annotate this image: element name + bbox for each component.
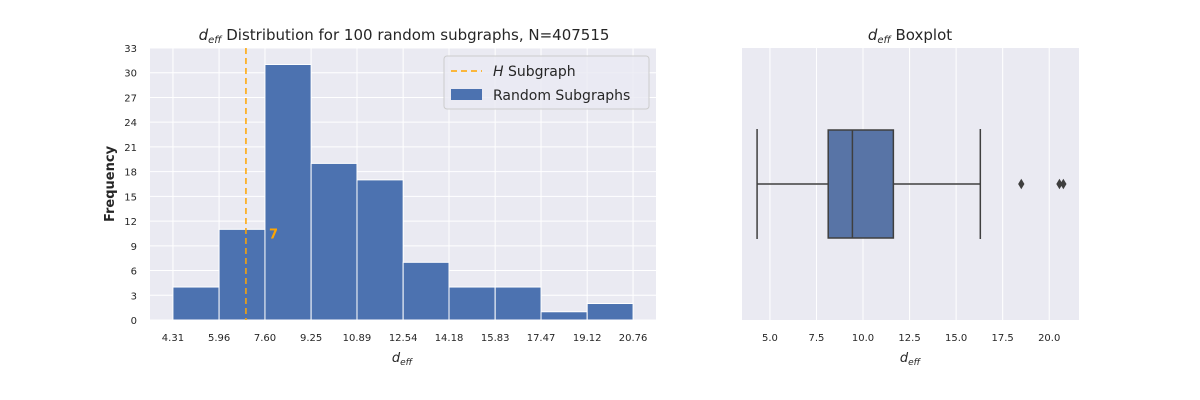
histogram-bar [402,261,450,321]
x-tick-label: 5.96 [208,333,230,344]
y-tick-label: 30 [124,69,137,80]
histogram-title: deff Distribution for 100 random subgrap… [199,26,610,46]
x-tick-label: 10.0 [852,333,874,344]
histogram-legend: H Subgraph Random Subgraphs [443,55,650,110]
x-tick-label: 20.76 [619,333,648,344]
outlier-marker [1018,178,1025,190]
histogram-bar [448,286,496,321]
y-tick-label: 24 [124,118,137,129]
histogram-bar [540,311,588,321]
legend-box [443,55,650,110]
x-tick-label: 19.12 [573,333,602,344]
y-tick-label: 9 [131,242,137,253]
boxplot-x-axis-label: deff [900,351,922,368]
x-tick-label: 10.89 [343,333,372,344]
histogram-bar [172,286,220,321]
y-tick-label: 3 [131,291,137,302]
histogram-y-ticks: 0 3 6 9 12 15 18 21 24 27 30 33 [124,44,137,327]
boxplot-panel: 5.0 7.5 10.0 12.5 15.0 17.5 20.0 deff Boxplot … [742,26,1079,368]
x-tick-label: 12.54 [389,333,418,344]
x-tick-label: 15.83 [481,333,510,344]
histogram-bar [494,286,542,321]
outlier-marker [1060,178,1067,190]
y-tick-label: 33 [124,44,137,55]
outlier-marker [1056,178,1063,190]
legend-h-subgraph-label: H Subgraph [493,64,576,80]
y-tick-label: 12 [124,217,137,228]
x-tick-label: 17.47 [527,333,556,344]
y-tick-label: 6 [131,267,137,278]
x-tick-label: 4.31 [162,333,184,344]
histogram-bar [310,162,358,321]
y-tick-label: 21 [124,143,137,154]
h-subgraph-annotation: 7 [269,227,278,242]
histogram-bar [218,228,266,321]
boxplot-x-ticks: 5.0 7.5 10.0 12.5 15.0 17.5 20.0 [762,333,1060,344]
x-tick-label: 20.0 [1038,333,1060,344]
histogram-bars [172,63,634,321]
boxplot-title: deff Boxplot [868,26,952,46]
x-tick-label: 5.0 [762,333,778,344]
legend-random-subgraphs-swatch [451,89,482,100]
histogram-x-axis-label: deff [392,351,414,368]
y-tick-label: 27 [124,93,137,104]
boxplot-box [756,129,1067,239]
y-tick-label: 0 [131,316,137,327]
legend-random-subgraphs-label: Random Subgraphs [493,88,630,104]
histogram-bar [264,63,312,321]
x-tick-label: 12.5 [898,333,920,344]
histogram-bar [586,303,634,321]
y-tick-label: 18 [124,168,137,179]
histogram-panel: 7 0 3 6 9 12 15 18 21 24 27 30 33 4.31 5.96 7.60 9.25 1… [103,26,656,368]
x-tick-label: 14.18 [435,333,464,344]
x-tick-label: 9.25 [300,333,322,344]
histogram-y-axis-label: Frequency [103,145,118,222]
histogram-bar [356,179,404,321]
histogram-x-ticks: 4.31 5.96 7.60 9.25 10.89 12.54 14.18 15.83 17.4… [162,333,648,344]
y-tick-label: 15 [124,192,137,203]
interquartile-box [827,129,895,239]
x-tick-label: 7.5 [809,333,825,344]
x-tick-label: 15.0 [945,333,967,344]
x-tick-label: 17.5 [992,333,1014,344]
x-tick-label: 7.60 [254,333,276,344]
